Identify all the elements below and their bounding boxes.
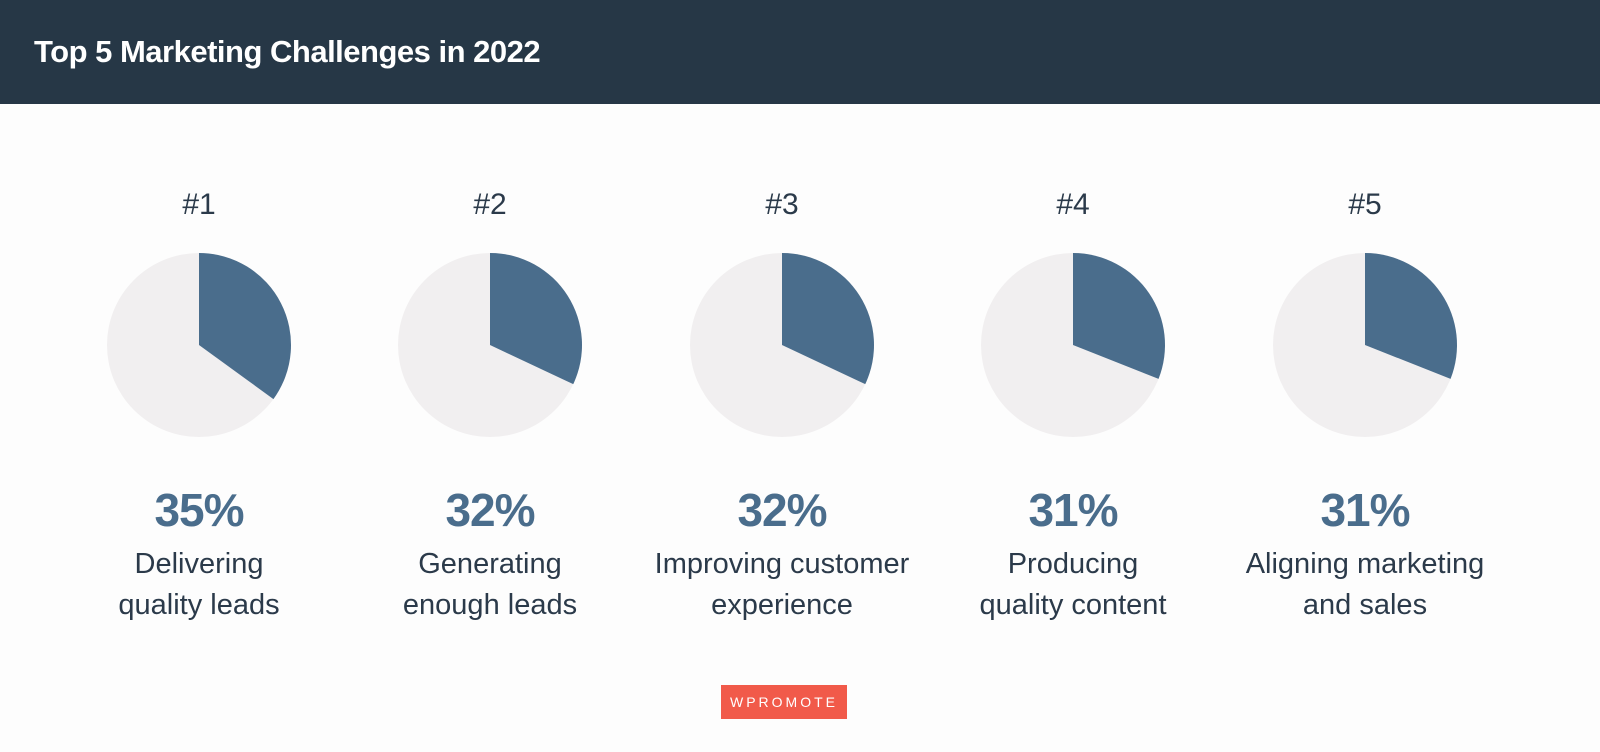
pie-slice: [1073, 253, 1165, 379]
chart-title: #3: [765, 188, 799, 221]
category-label: Improving customer experience: [654, 548, 910, 621]
pie-slice: [199, 253, 291, 400]
header: Top 5 Marketing Challenges in 2022: [0, 0, 1600, 104]
pie-slice: [490, 253, 582, 385]
value-label: 35%: [154, 484, 244, 536]
category-label: Delivering quality leads: [118, 548, 280, 621]
pie: [690, 253, 874, 437]
chart: #5 31% Aligning marketing and sales: [1220, 180, 1510, 626]
chart: #2 32% Generating enough leads: [345, 180, 635, 626]
pie: [1273, 253, 1457, 437]
value-label: 32%: [737, 484, 827, 536]
logo: WPROMOTE: [721, 685, 847, 719]
pie-slice: [782, 253, 874, 385]
chart-title: #1: [182, 188, 216, 221]
chart: #1 35% Delivering quality leads: [54, 180, 344, 626]
category-label: Aligning marketing and sales: [1245, 548, 1485, 621]
pie: [398, 253, 582, 437]
chart: #3 32% Improving customer experience: [637, 180, 927, 626]
category-label: Generating enough leads: [402, 548, 578, 621]
value-label: 31%: [1320, 484, 1410, 536]
chart-title: #2: [473, 188, 507, 221]
value-label: 31%: [1028, 484, 1118, 536]
chart: #4 31% Producing quality content: [928, 180, 1218, 626]
value-label: 32%: [445, 484, 535, 536]
title: Top 5 Marketing Challenges in 2022: [34, 34, 541, 69]
category-label: Producing quality content: [979, 548, 1167, 621]
pie-slice: [1365, 253, 1457, 379]
chart-title: #4: [1056, 188, 1090, 221]
pie: [107, 253, 291, 437]
pie: [981, 253, 1165, 437]
chart-title: #5: [1348, 188, 1382, 221]
